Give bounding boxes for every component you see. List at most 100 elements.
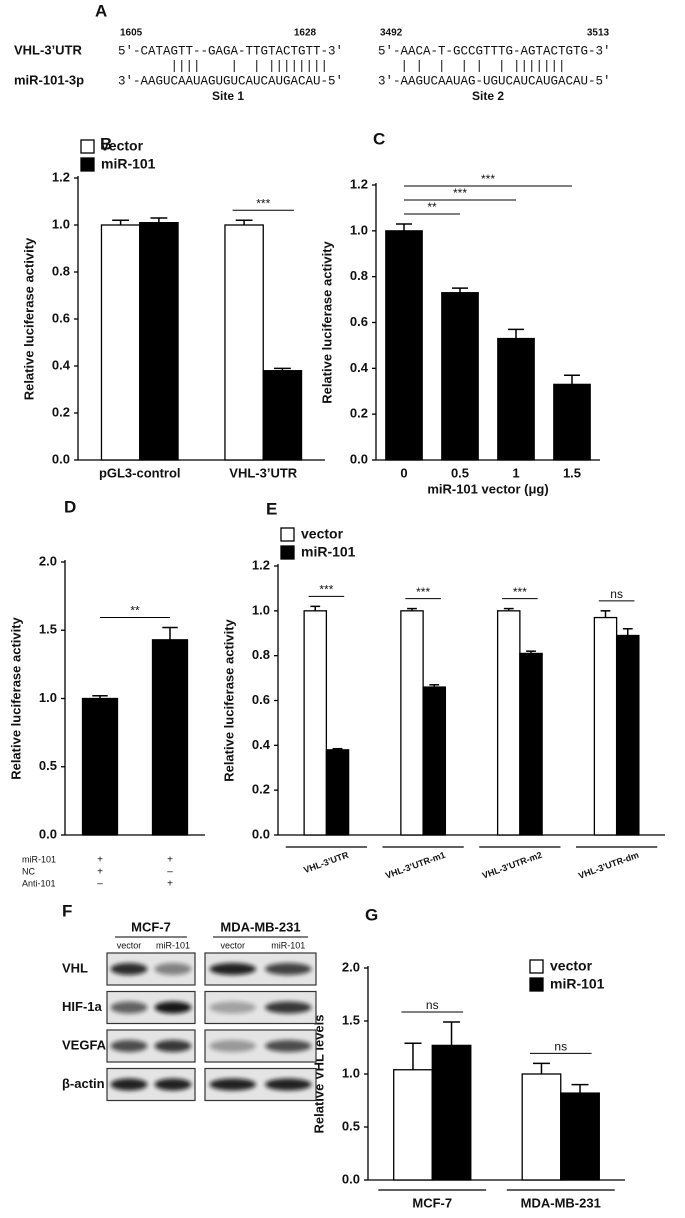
y-tick-label: 1.0 (350, 222, 368, 237)
x-tick-label: 0 (400, 465, 407, 480)
blot-band (209, 1040, 257, 1052)
lane-label: vector (117, 940, 142, 950)
condition-value: + (97, 855, 103, 866)
panel-letter: B (100, 134, 112, 153)
y-tick-label: 0.0 (342, 1171, 360, 1186)
panel-letter: A (95, 1, 107, 20)
y-tick-label: 0.6 (52, 310, 70, 325)
x-tick-label: 0.5 (451, 465, 469, 480)
y-tick-label: 0.0 (52, 451, 70, 466)
x-tick-label: 1 (512, 465, 519, 480)
y-tick-label: 0.4 (52, 357, 71, 372)
error-bar (429, 684, 440, 688)
site-end: 1628 (294, 28, 317, 39)
condition-value: – (97, 879, 103, 890)
y-tick-label: 2.0 (39, 553, 57, 568)
gene-label: VHL-3’UTR (14, 42, 83, 57)
legend-label: vector (550, 958, 593, 974)
significance-label: *** (416, 585, 430, 599)
blot-band (209, 1078, 257, 1091)
bar (224, 224, 264, 461)
blot-band (154, 1078, 192, 1091)
error-bar (600, 610, 611, 618)
error-bar (526, 650, 536, 654)
condition-name: NC (22, 866, 35, 876)
x-tick-label: pGL3-control (99, 465, 181, 480)
significance-label: ** (427, 200, 437, 214)
error-bar (273, 367, 291, 371)
lane-label: miR-101 (156, 940, 190, 950)
bar (151, 639, 189, 836)
bar (441, 292, 479, 461)
significance-label: *** (513, 585, 527, 599)
x-tick-label: VHL-3’UTR-m2 (481, 850, 544, 881)
legend-swatch (280, 545, 295, 560)
panel-letter: E (266, 499, 277, 518)
blot-band (154, 963, 192, 975)
y-axis-label: Relative luciferase activity (8, 616, 23, 779)
lane-label: miR-101 (271, 940, 305, 950)
panel-letter: C (373, 129, 385, 148)
pairing: | | | | | | ||||||| (378, 59, 566, 73)
bar (100, 224, 141, 461)
error-bar (112, 219, 130, 225)
mirna-seq: 3′-AAGUCAAUAG-UGUCAUCAUGACAU-5′ (378, 74, 611, 88)
legend-label: vector (101, 138, 144, 154)
target-seq: 5′-AACA-T-GCCGTTTG-AGTACTGTG-3′ (378, 44, 611, 58)
cell-line: MCF-7 (131, 919, 171, 934)
condition-value: – (167, 867, 173, 878)
legend-swatch (80, 139, 95, 154)
y-axis-label: Relative luciferase activity (21, 237, 36, 400)
bar (303, 610, 328, 836)
mirna-seq: 3′-AAGUCAAUAGUGUCAUCAUGACAU-5′ (118, 74, 343, 88)
protein-label: VHL (62, 960, 88, 975)
site-end: 3513 (587, 28, 610, 39)
x-tick-label: MDA-MB-231 (521, 1195, 601, 1210)
legend-swatch (80, 157, 95, 172)
bar (519, 652, 543, 836)
legend-label: miR-101 (550, 976, 605, 992)
y-tick-label: 1.5 (342, 1012, 360, 1027)
error-bar (92, 695, 108, 699)
x-tick-label: VHL-3’UTR-m1 (384, 850, 447, 881)
bar (325, 749, 350, 836)
blot-band (209, 963, 257, 975)
significance-label: *** (453, 186, 467, 200)
significance-label: ns (426, 998, 439, 1012)
site-name: Site 1 (212, 89, 244, 103)
condition-value: + (167, 879, 173, 890)
blot-band (110, 1001, 148, 1014)
error-bar (451, 287, 469, 293)
error-bar (622, 628, 633, 636)
y-axis-label: Relative luciferase activity (221, 618, 236, 781)
bar (496, 610, 521, 836)
site-start: 1605 (120, 28, 143, 39)
error-bar (532, 1062, 550, 1074)
y-tick-label: 1.2 (52, 169, 70, 184)
site-start: 3492 (380, 28, 403, 39)
blot-band (110, 1040, 148, 1052)
bar (262, 370, 303, 461)
blot-band (110, 1078, 148, 1091)
error-bar (503, 607, 514, 611)
protein-label: VEGFA (62, 1037, 107, 1052)
y-tick-label: 1.0 (39, 690, 57, 705)
condition-value: + (97, 867, 103, 878)
significance-label: ns (554, 1040, 567, 1054)
x-tick-label: VHL-3’UTR-dm (577, 850, 640, 881)
target-seq: 5′-CATAGTT--GAGA-TTGTACTGTT-3′ (118, 44, 343, 58)
y-tick-label: 0.8 (52, 263, 70, 278)
error-bar (443, 1021, 461, 1046)
pairing: |||| | | |||||||| (118, 59, 328, 73)
error-bar (571, 1083, 589, 1094)
blot-band (209, 1001, 257, 1014)
bar (553, 383, 591, 461)
bar (400, 610, 424, 836)
y-tick-label: 1.2 (252, 557, 270, 572)
legend-label: vector (301, 526, 344, 542)
blot-band (264, 963, 312, 975)
blot-band (154, 1040, 192, 1052)
y-tick-label: 0.2 (52, 404, 70, 419)
legend-swatch (529, 959, 544, 974)
